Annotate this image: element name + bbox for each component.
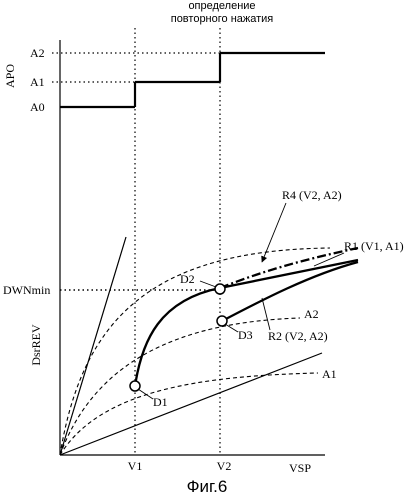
x-tick-v1: V1 bbox=[128, 459, 143, 473]
x-tick-v2: V2 bbox=[217, 459, 232, 473]
d2-leader bbox=[200, 281, 216, 287]
r4-leader bbox=[262, 203, 286, 262]
a2-upper-dashed-curve bbox=[60, 248, 330, 455]
r2-curve bbox=[222, 262, 358, 321]
label-r1: R1 (V1, A1) bbox=[344, 239, 404, 253]
label-d1: D1 bbox=[153, 395, 168, 409]
apo-level-a2: A2 bbox=[30, 46, 45, 60]
shallow-line bbox=[60, 353, 322, 455]
label-d3: D3 bbox=[238, 328, 253, 342]
header-line-2: повторного нажатия bbox=[171, 13, 274, 25]
steep-line bbox=[60, 237, 126, 455]
label-r4: R4 (V2, A2) bbox=[282, 188, 342, 202]
apo-axis-label: APO bbox=[3, 64, 17, 88]
label-a1: A1 bbox=[322, 367, 337, 381]
x-axis-label: VSP bbox=[289, 461, 311, 475]
apo-level-a1: A1 bbox=[30, 75, 45, 89]
label-a2: A2 bbox=[304, 307, 319, 321]
label-r2: R2 (V2, A2) bbox=[268, 329, 328, 343]
apo-level-a0: A0 bbox=[30, 100, 45, 114]
lower-plot: DsrREV DWNmin V1 V2 VSP D1 D2 D3 R4 (V2,… bbox=[3, 188, 404, 475]
d1-leader bbox=[138, 389, 153, 399]
figure-caption: Фиг.6 bbox=[187, 477, 228, 496]
header-line-1: определение bbox=[188, 0, 255, 12]
y-axis-label: DsrREV bbox=[29, 324, 43, 366]
r2-leader bbox=[262, 298, 270, 330]
dwnmin-label: DWNmin bbox=[3, 283, 50, 297]
a1-dashed-curve bbox=[60, 373, 318, 455]
apo-plot: APO A2 A1 A0 bbox=[3, 40, 325, 455]
label-d2: D2 bbox=[180, 272, 195, 286]
point-d2 bbox=[215, 284, 225, 294]
